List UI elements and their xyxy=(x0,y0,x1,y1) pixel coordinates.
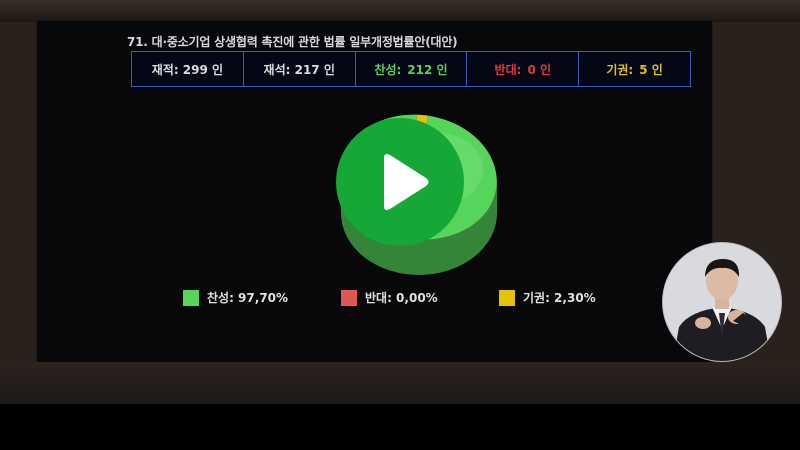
stat-no-value: 0 인 xyxy=(527,62,552,77)
bill-title: 71. 대·중소기업 상생협력 촉진에 관한 법률 일부개정법률안(대안) xyxy=(127,35,458,49)
stat-enrolled: 재적: 299 인 xyxy=(132,52,244,86)
legend-swatch-no xyxy=(341,289,357,306)
stat-no-label: 반대: xyxy=(494,62,522,77)
stat-abstain-label: 기권: xyxy=(606,62,634,77)
play-button[interactable] xyxy=(336,118,464,246)
legend-swatch-yes xyxy=(183,289,199,306)
vote-stats-bar: 재적: 299 인 재석: 217 인 찬성: 212 인 반대: 0 인 기권… xyxy=(131,51,691,87)
stat-yes-label: 찬성: xyxy=(374,62,402,77)
legend-item-yes: 찬성: 97,70% xyxy=(183,289,288,306)
interpreter-figure xyxy=(663,243,781,361)
video-frame[interactable]: 71. 대·중소기업 상생협력 촉진에 관한 법률 일부개정법률안(대안) 재적… xyxy=(0,0,800,404)
legend-item-no: 반대: 0,00% xyxy=(341,289,438,306)
stat-abstain-value: 5 인 xyxy=(639,62,663,77)
stat-no: 반대: 0 인 xyxy=(467,52,580,86)
legend-label-no: 반대: 0,00% xyxy=(365,291,438,305)
legend-label-abstain: 기권: 2,30% xyxy=(523,291,596,305)
legend-item-abstain: 기권: 2,30% xyxy=(499,289,596,306)
ceiling-band xyxy=(0,0,800,22)
pie-depth xyxy=(341,177,497,275)
stat-abstain: 기권: 5 인 xyxy=(579,52,690,86)
pie-side-wall xyxy=(341,177,497,275)
stat-yes: 찬성: 212 인 xyxy=(356,52,468,86)
stat-enrolled-text: 재적: 299 인 xyxy=(151,62,224,77)
stat-yes-value: 212 인 xyxy=(407,62,448,77)
play-icon xyxy=(384,154,429,210)
sign-language-interpreter xyxy=(662,242,782,362)
stat-present-text: 재석: 217 인 xyxy=(263,62,335,77)
legend-label-yes: 찬성: 97,70% xyxy=(207,291,289,305)
stat-present: 재석: 217 인 xyxy=(244,52,356,86)
legend-swatch-abstain xyxy=(499,289,515,306)
podium-band xyxy=(0,362,800,404)
